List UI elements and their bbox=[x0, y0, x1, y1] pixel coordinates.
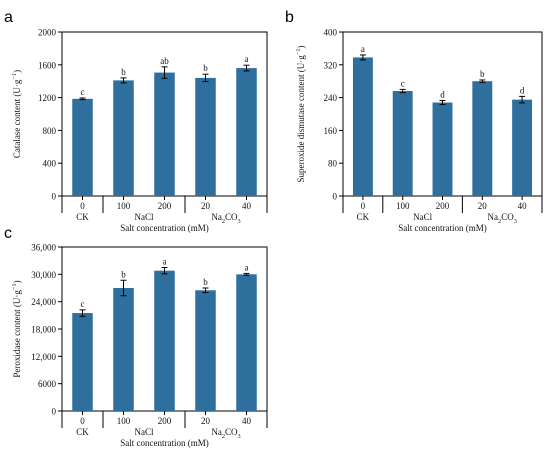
bar bbox=[113, 288, 134, 411]
significance-letter: b bbox=[121, 269, 126, 279]
significance-letter: d bbox=[440, 89, 445, 99]
y-tick-label: 80 bbox=[328, 159, 338, 169]
x-axis-label: Salt concentration (mM) bbox=[120, 438, 208, 448]
y-tick-label: 36,000 bbox=[31, 243, 56, 253]
significance-letter: a bbox=[245, 262, 249, 272]
group-label: Na2CO3 bbox=[211, 212, 240, 225]
significance-letter: ab bbox=[160, 56, 169, 66]
bar bbox=[236, 274, 257, 411]
bar bbox=[432, 102, 453, 196]
group-label: CK bbox=[357, 212, 370, 222]
y-axis-label: Peroxidase content (U·g−1) bbox=[11, 280, 22, 377]
group-label: NaCl bbox=[135, 427, 154, 437]
y-tick-label: 0 bbox=[333, 192, 338, 202]
y-axis-label: Catalase content (U·g−1) bbox=[11, 70, 22, 158]
y-axis-label: Superoxide dismutase content (U·g−1) bbox=[295, 46, 306, 183]
group-label: CK bbox=[76, 212, 89, 222]
bar bbox=[472, 81, 493, 196]
bar bbox=[72, 98, 93, 196]
y-tick-label: 12,000 bbox=[31, 352, 56, 362]
significance-letter: c bbox=[81, 87, 85, 97]
bar bbox=[195, 290, 216, 411]
y-tick-label: 240 bbox=[324, 93, 338, 103]
bar bbox=[352, 57, 373, 196]
y-tick-label: 24,000 bbox=[31, 297, 56, 307]
x-tick-label: 200 bbox=[158, 416, 172, 426]
bar bbox=[113, 80, 134, 196]
significance-letter: b bbox=[203, 63, 208, 73]
x-tick-label: 200 bbox=[436, 201, 450, 211]
panel-letter: c bbox=[4, 225, 12, 242]
bar bbox=[154, 270, 175, 411]
x-tick-label: 100 bbox=[117, 416, 131, 426]
y-tick-label: 2000 bbox=[38, 28, 57, 38]
x-tick-label: 200 bbox=[158, 201, 172, 211]
y-tick-label: 18,000 bbox=[31, 325, 56, 335]
significance-letter: a bbox=[163, 257, 167, 267]
y-tick-label: 800 bbox=[43, 126, 57, 136]
bar bbox=[195, 77, 216, 196]
significance-letter: a bbox=[361, 44, 365, 54]
group-label: NaCl bbox=[413, 212, 432, 222]
bar bbox=[72, 313, 93, 411]
significance-letter: b bbox=[203, 277, 208, 287]
x-tick-label: 0 bbox=[361, 201, 366, 211]
significance-letter: c bbox=[401, 78, 405, 88]
panel-letter: a bbox=[4, 9, 13, 26]
x-tick-label: 40 bbox=[242, 416, 252, 426]
x-axis-label: Salt concentration (mM) bbox=[398, 223, 486, 233]
x-tick-label: 0 bbox=[80, 416, 85, 426]
bar bbox=[392, 91, 413, 196]
chart-panel-c: c 0 6000 12,000 18,000 24,000 30,000 36,000 Pero… bbox=[4, 225, 268, 448]
panel-letter: b bbox=[285, 9, 294, 26]
bar bbox=[512, 99, 533, 196]
x-tick-label: 20 bbox=[478, 201, 488, 211]
group-label: CK bbox=[76, 427, 89, 437]
significance-letter: a bbox=[245, 54, 249, 64]
y-tick-label: 400 bbox=[43, 159, 57, 169]
significance-letter: d bbox=[520, 85, 525, 95]
y-tick-label: 1200 bbox=[38, 93, 57, 103]
y-tick-label: 1600 bbox=[38, 60, 57, 70]
x-tick-label: 20 bbox=[201, 416, 211, 426]
y-tick-label: 320 bbox=[324, 60, 338, 70]
significance-letter: b bbox=[121, 67, 126, 77]
group-label: Na2CO3 bbox=[211, 427, 240, 440]
bar bbox=[236, 68, 257, 196]
y-tick-label: 0 bbox=[52, 192, 57, 202]
group-label: Na2CO3 bbox=[488, 212, 517, 225]
x-axis-label: Salt concentration (mM) bbox=[120, 223, 208, 233]
y-tick-label: 30,000 bbox=[31, 270, 56, 280]
group-label: NaCl bbox=[135, 212, 154, 222]
bar bbox=[154, 72, 175, 196]
y-tick-label: 0 bbox=[52, 407, 57, 417]
x-tick-label: 0 bbox=[80, 201, 85, 211]
x-tick-label: 100 bbox=[396, 201, 410, 211]
y-tick-label: 400 bbox=[324, 28, 338, 38]
y-tick-label: 160 bbox=[324, 126, 338, 136]
significance-letter: b bbox=[480, 69, 485, 79]
x-tick-label: 100 bbox=[117, 201, 131, 211]
x-tick-label: 40 bbox=[518, 201, 528, 211]
significance-letter: c bbox=[81, 299, 85, 309]
x-tick-label: 40 bbox=[242, 201, 252, 211]
y-tick-label: 6000 bbox=[38, 379, 57, 389]
x-tick-label: 20 bbox=[201, 201, 211, 211]
